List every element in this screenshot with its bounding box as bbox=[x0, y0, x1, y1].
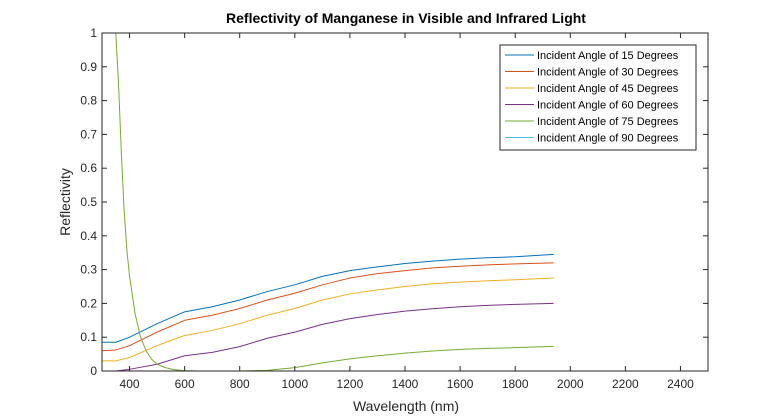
series-layer bbox=[102, 33, 554, 371]
x-tick-label: 2200 bbox=[612, 377, 639, 391]
x-tick-label: 1200 bbox=[337, 377, 364, 391]
y-axis-label: Reflectivity bbox=[57, 168, 73, 236]
y-tick-label: 0.1 bbox=[80, 330, 97, 344]
x-tick-label: 1600 bbox=[447, 377, 474, 391]
chart-title: Reflectivity of Manganese in Visible and… bbox=[226, 10, 586, 26]
y-tick-label: 0.8 bbox=[80, 94, 97, 108]
legend-label: Incident Angle of 60 Degrees bbox=[537, 100, 679, 112]
x-tick-label: 400 bbox=[120, 377, 140, 391]
legend-label: Incident Angle of 75 Degrees bbox=[537, 116, 679, 128]
y-tick-label: 0 bbox=[90, 364, 97, 378]
x-tick-label: 2000 bbox=[557, 377, 584, 391]
y-tick-label: 0.9 bbox=[80, 60, 97, 74]
legend-box bbox=[499, 44, 697, 151]
y-tick-label: 1 bbox=[90, 26, 97, 40]
y-tick-label: 0.2 bbox=[80, 296, 97, 310]
series-line-4 bbox=[102, 302, 554, 371]
x-tick-label: 800 bbox=[230, 377, 250, 391]
series-line-1 bbox=[102, 253, 554, 343]
legend-label: Incident Angle of 15 Degrees bbox=[537, 50, 679, 62]
y-tick-label: 0.5 bbox=[80, 195, 97, 209]
legend: Incident Angle of 15 Degrees Incident Ang… bbox=[499, 44, 697, 151]
y-tick-label: 0.6 bbox=[80, 161, 97, 175]
series-line-2 bbox=[102, 262, 554, 352]
legend-label: Incident Angle of 90 Degrees bbox=[537, 133, 679, 145]
y-tick-label: 0.7 bbox=[80, 127, 97, 141]
x-tick-label: 1400 bbox=[392, 377, 419, 391]
x-axis-label: Wavelength (nm) bbox=[353, 398, 459, 414]
x-tick-label: 600 bbox=[175, 377, 195, 391]
legend-label: Incident Angle of 30 Degrees bbox=[537, 67, 679, 79]
y-tick-label: 0.3 bbox=[80, 263, 97, 277]
series-line-3 bbox=[102, 277, 554, 362]
x-tick-label: 1800 bbox=[502, 377, 529, 391]
x-tick-label: 1000 bbox=[281, 377, 308, 391]
legend-label: Incident Angle of 45 Degrees bbox=[537, 83, 679, 95]
x-tick-label: 2400 bbox=[667, 377, 694, 391]
y-tick-label: 0.4 bbox=[80, 229, 97, 243]
ticks-layer: 400 600 800 1000 1200 1400 1600 1800 2000 2200 240… bbox=[80, 26, 708, 391]
